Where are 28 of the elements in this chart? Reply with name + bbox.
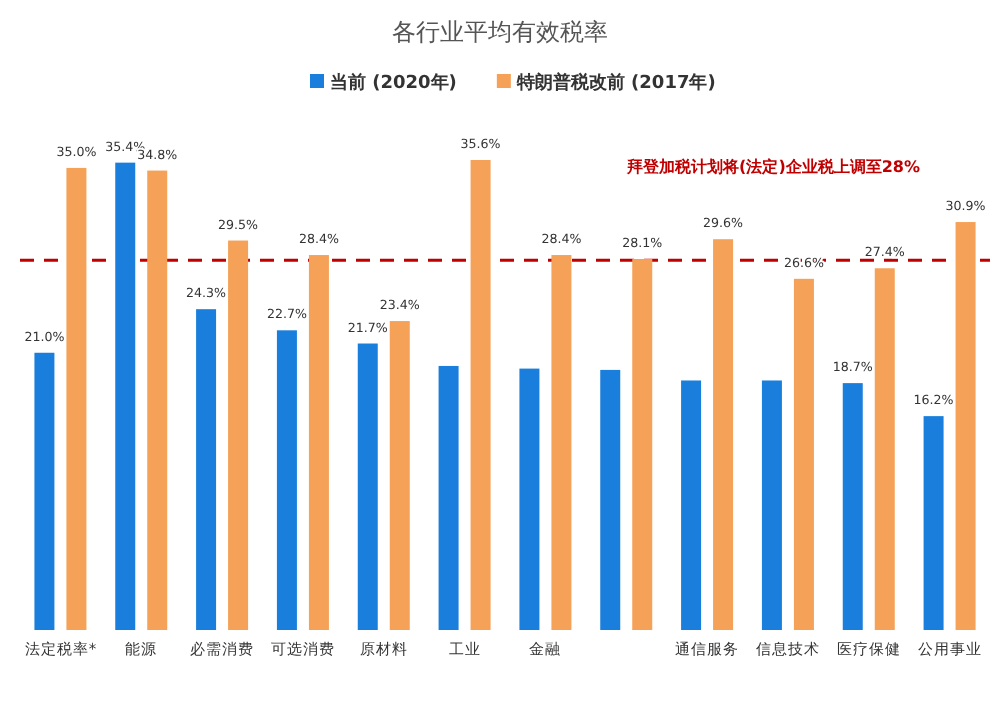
- bar: [389, 321, 410, 630]
- bar: [519, 368, 540, 630]
- bar: [632, 259, 653, 630]
- bar: [923, 416, 944, 630]
- bar: [793, 278, 814, 630]
- ref-line-label: 拜登加税计划将(法定)企业税上调至28%: [625, 156, 920, 177]
- bar: [308, 255, 329, 630]
- bar: [955, 222, 976, 630]
- bar: [66, 167, 87, 630]
- bar: [276, 330, 297, 630]
- legend-label: 特朗普税改前 (2017年): [514, 70, 716, 94]
- bar: [600, 369, 621, 630]
- bar: [228, 240, 249, 630]
- chart-title: 各行业平均有效税率: [392, 18, 608, 46]
- bar: [761, 380, 782, 630]
- bar: [842, 383, 863, 630]
- bar: [438, 365, 459, 630]
- bar: [681, 380, 702, 630]
- bar: [34, 352, 55, 630]
- bar: [147, 170, 168, 630]
- bar: [713, 239, 734, 630]
- bar: [357, 343, 378, 630]
- bar: [196, 309, 217, 630]
- legend-label: 当前 (2020年): [330, 72, 457, 94]
- bar: [551, 255, 572, 630]
- bar: [115, 162, 136, 630]
- bar: [874, 268, 895, 630]
- bar: [470, 160, 491, 630]
